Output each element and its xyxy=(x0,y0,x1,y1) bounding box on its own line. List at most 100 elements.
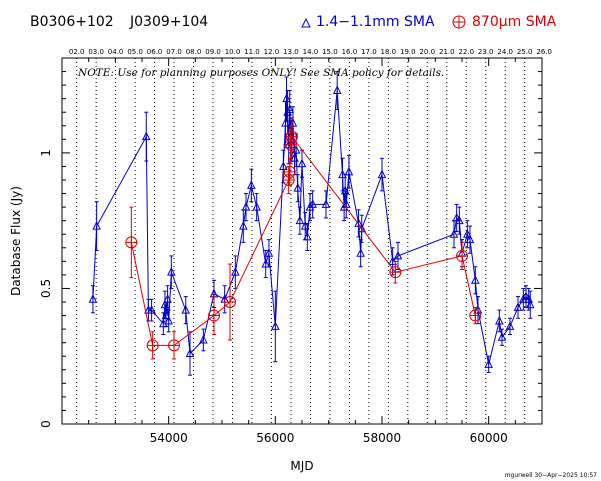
top-axis-labels: 02.0 03.0 04.0 05.0 06.0 07.0 08.0 09.0 10.0 11.0… xyxy=(69,48,552,56)
data-point xyxy=(495,315,504,325)
data-point xyxy=(497,332,507,341)
top-axis-label: 26.0 xyxy=(536,48,552,56)
data-point xyxy=(199,334,208,344)
top-axis-label: 10.0 xyxy=(225,48,241,56)
x-tick-label: 58000 xyxy=(363,431,401,445)
legend: 1.4−1.1mm SMA 870μm SMA xyxy=(301,14,557,30)
calibrator-name: J0309+104 xyxy=(129,14,208,30)
data-point xyxy=(303,231,312,241)
data-point xyxy=(449,229,459,238)
data-point xyxy=(241,201,251,211)
data-point xyxy=(92,220,101,230)
data-point xyxy=(264,248,274,257)
y-axis-label: Database Flux (Jy) xyxy=(9,186,23,296)
footer-stamp: mgurwell 30−Apr−2025 10:57 xyxy=(505,472,597,479)
data-point xyxy=(163,294,172,303)
data-point xyxy=(344,166,354,176)
data-point xyxy=(463,229,472,238)
data-point xyxy=(293,183,303,192)
series-line xyxy=(130,135,476,346)
top-axis-label: 02.0 xyxy=(69,48,85,56)
data-point xyxy=(261,258,271,268)
series-blue xyxy=(88,71,535,376)
data-point xyxy=(332,85,342,95)
data-point xyxy=(354,218,363,227)
data-point xyxy=(181,305,191,314)
legend-blue-triangle-icon xyxy=(301,17,311,28)
legend-red-label: 870μm SMA xyxy=(472,14,557,30)
data-point xyxy=(167,267,176,276)
x-axis-ticks: 54000 56000 58000 60000 xyxy=(61,58,543,445)
data-point xyxy=(525,299,535,309)
top-axis-label: 19.0 xyxy=(400,48,416,56)
data-point xyxy=(455,215,464,225)
data-point xyxy=(288,117,298,127)
top-axis-label: 16.0 xyxy=(342,48,358,56)
y-tick-label: 0 xyxy=(39,420,53,428)
top-axis-label: 22.0 xyxy=(458,48,474,56)
top-axis-label: 04.0 xyxy=(108,48,124,56)
x-axis-label: MJD xyxy=(290,459,313,473)
data-point xyxy=(308,199,317,208)
data-point xyxy=(297,158,307,168)
top-axis-label: 11.0 xyxy=(244,48,260,56)
data-point xyxy=(321,199,331,208)
data-point xyxy=(164,315,173,325)
planning-note: NOTE: Use for planning purposes ONLY! Se… xyxy=(77,67,444,79)
top-axis-label: 24.0 xyxy=(497,48,513,56)
top-axis-label: 25.0 xyxy=(517,48,533,56)
data-point xyxy=(377,169,387,179)
data-point xyxy=(393,250,403,260)
legend-blue-label: 1.4−1.1mm SMA xyxy=(316,14,435,30)
data-point xyxy=(141,131,151,141)
data-point xyxy=(465,234,475,244)
top-axis-label: 07.0 xyxy=(166,48,182,56)
data-point xyxy=(291,145,301,154)
data-point xyxy=(239,220,248,230)
data-point xyxy=(505,321,515,330)
data-point xyxy=(356,248,365,257)
top-axis-label: 17.0 xyxy=(361,48,377,56)
source-name: B0306+102 xyxy=(30,14,114,30)
y-tick-label: 1 xyxy=(39,149,53,157)
top-axis-label: 18.0 xyxy=(381,48,397,56)
x-tick-label: 56000 xyxy=(256,431,294,445)
data-point xyxy=(231,267,240,276)
year-grid-lines xyxy=(76,58,526,424)
data-point xyxy=(88,294,98,303)
top-axis-label: 05.0 xyxy=(127,48,143,56)
data-point xyxy=(295,215,305,225)
data-point xyxy=(161,310,171,320)
x-tick-label: 54000 xyxy=(150,431,188,445)
data-point xyxy=(247,180,256,189)
top-axis-label: 08.0 xyxy=(186,48,202,56)
data-point xyxy=(252,201,261,211)
top-axis-label: 09.0 xyxy=(205,48,221,56)
data-point xyxy=(282,93,291,103)
top-axis-label: 20.0 xyxy=(419,48,435,56)
data-point xyxy=(484,359,493,368)
data-point xyxy=(185,348,195,358)
series-line xyxy=(92,90,531,365)
top-axis-label: 03.0 xyxy=(88,48,104,56)
top-axis-label: 06.0 xyxy=(147,48,163,56)
data-point xyxy=(471,275,480,284)
top-axis-label: 15.0 xyxy=(322,48,338,56)
y-tick-label: 0.5 xyxy=(39,279,53,298)
data-point xyxy=(519,294,528,303)
data-point xyxy=(147,305,156,314)
top-axis-label: 21.0 xyxy=(439,48,455,56)
top-axis-label: 14.0 xyxy=(303,48,319,56)
data-point xyxy=(271,321,280,330)
x-tick-label: 60000 xyxy=(470,431,508,445)
data-point xyxy=(357,223,367,233)
data-point xyxy=(285,104,295,114)
data-point xyxy=(279,161,288,170)
data-point xyxy=(513,302,523,311)
y-axis-ticks: 00.51 xyxy=(39,71,542,428)
data-point xyxy=(305,201,315,211)
top-axis-label: 23.0 xyxy=(478,48,494,56)
top-axis-label: 13.0 xyxy=(283,48,299,56)
top-axis-label: 12.0 xyxy=(264,48,280,56)
